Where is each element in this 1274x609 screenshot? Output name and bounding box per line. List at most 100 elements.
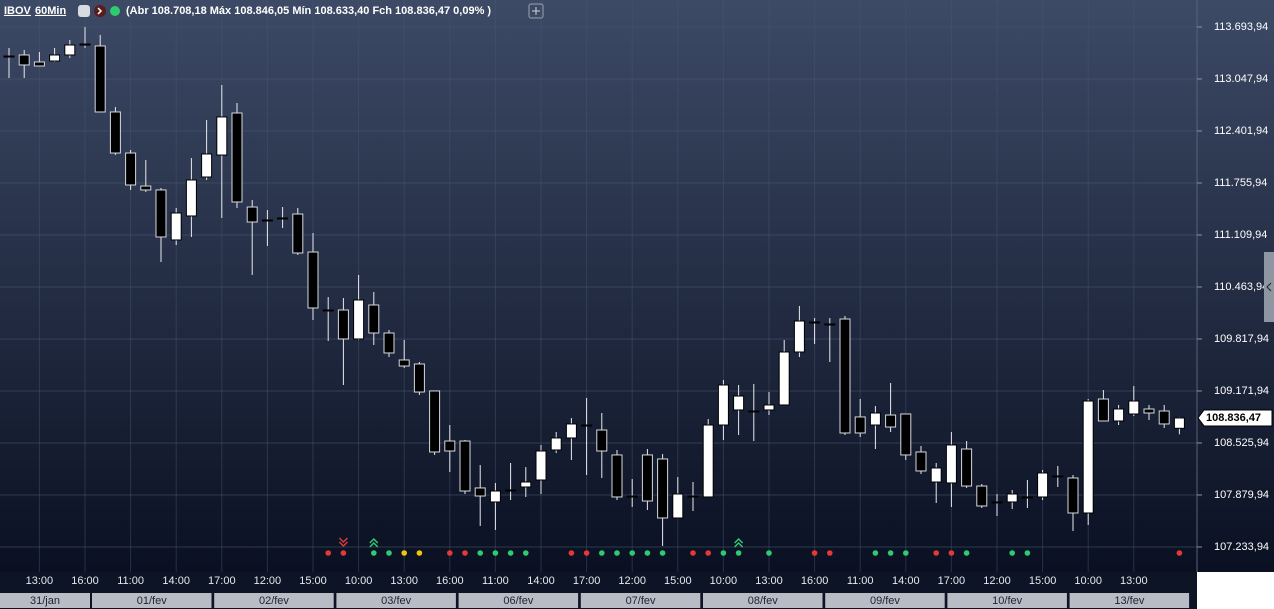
settings-icon[interactable] [78, 5, 90, 17]
candle-body [824, 323, 836, 326]
date-label: 01/fev [137, 595, 167, 607]
y-tick-label: 111.755,94 [1214, 177, 1267, 189]
candle-body [976, 485, 988, 507]
candle-body [398, 359, 410, 367]
signal-dot [690, 550, 696, 556]
date-label: 09/fev [870, 595, 900, 607]
candle-body [413, 363, 425, 393]
candle-body [368, 304, 380, 334]
y-tick-label: 112.401,94 [1214, 125, 1268, 137]
candle-body [687, 495, 699, 498]
y-tick-label: 108.525,94 [1214, 437, 1269, 449]
candle-body [444, 440, 456, 452]
candle-body [641, 454, 653, 502]
add-glyph [532, 7, 540, 15]
interval[interactable]: 60Min [35, 5, 66, 17]
x-tick-label: 15:00 [299, 575, 327, 587]
date-band [947, 593, 1067, 608]
x-tick-label: 15:00 [1029, 575, 1057, 587]
candle-body [915, 451, 927, 472]
signal-dot [568, 550, 575, 556]
candle-body [1158, 410, 1170, 425]
signal-dot [523, 550, 529, 556]
candle-body [322, 309, 334, 312]
signal-dot [401, 550, 408, 556]
symbol[interactable]: IBOV [4, 5, 32, 17]
x-tick-label: 17:00 [208, 575, 236, 587]
candle-body [869, 412, 881, 426]
signal-dot [507, 550, 514, 556]
candle-body [1082, 400, 1094, 514]
candle-body [520, 481, 532, 488]
candle-body [140, 185, 152, 191]
last-price-label: 108.836,47 [1206, 412, 1261, 424]
candle-body [1173, 417, 1185, 429]
side-handle[interactable] [1264, 252, 1274, 322]
candle-body [307, 251, 319, 309]
signal-dot [1024, 550, 1031, 556]
candle-body [778, 351, 790, 406]
header: IBOV 60Min (Abr 108.708,18 Máx 108.846,0… [4, 3, 544, 19]
signal-dot [325, 550, 332, 556]
candle-body [201, 153, 213, 178]
y-tick-label: 110.463,94 [1214, 281, 1268, 293]
signal-dot [827, 550, 833, 556]
signal-dot [735, 550, 742, 556]
candle-body [1113, 408, 1125, 422]
candle-body [155, 189, 167, 238]
last-price-tag [1197, 409, 1273, 427]
signal-dot [583, 550, 590, 556]
signal-dot [599, 550, 605, 556]
y-tick-label: 113.047,94 [1214, 73, 1268, 85]
candle-body [581, 424, 593, 427]
signal-dot [933, 550, 939, 556]
signal-dot [477, 550, 484, 556]
y-tick-label: 111.109,94 [1214, 229, 1267, 241]
candle-body [885, 414, 897, 428]
signal-dot [447, 550, 453, 556]
x-tick-label: 12:00 [254, 575, 282, 587]
x-tick-label: 13:00 [390, 575, 418, 587]
signal-dot [416, 550, 423, 556]
signal-dot [644, 550, 651, 556]
add-button[interactable] [528, 3, 544, 19]
candle-body [337, 309, 349, 340]
signal-arrow [734, 538, 744, 548]
ohlc-summary: (Abr 108.708,18 Máx 108.846,05 Mín 108.6… [126, 5, 491, 17]
candle-body [170, 212, 182, 241]
corner [1197, 572, 1274, 609]
candle-body [246, 206, 258, 223]
signal-dot [462, 550, 468, 556]
signal-dot [659, 550, 666, 556]
x-tick-label: 16:00 [801, 575, 829, 587]
y-tick-label: 107.233,94 [1214, 541, 1269, 553]
candle-body [185, 179, 197, 217]
signal-dot [887, 550, 894, 556]
candle-body [49, 54, 61, 62]
signal-dot [492, 550, 499, 556]
x-tick-label: 17:00 [573, 575, 601, 587]
x-tick-label: 14:00 [162, 575, 190, 587]
signal-dot [386, 550, 392, 556]
x-tick-label: 11:00 [847, 575, 874, 587]
x-tick-label: 10:00 [345, 575, 373, 587]
x-tick-label: 11:00 [482, 575, 509, 587]
candle-body [33, 61, 45, 67]
candle-body [991, 501, 1003, 504]
signal-dot [340, 550, 347, 556]
x-tick-label: 13:00 [26, 575, 54, 587]
side-handle-icon [1266, 282, 1272, 292]
candle-body [565, 423, 577, 439]
candle-body [763, 404, 775, 411]
marks: 108.836,47 [3, 26, 1273, 556]
date-band [336, 593, 456, 608]
date-label: 08/fev [748, 595, 778, 607]
candle-body [854, 416, 866, 434]
x-tick-label: 13:00 [755, 575, 783, 587]
x-tick-label: 12:00 [983, 575, 1011, 587]
x-tick-label: 10:00 [1074, 575, 1102, 587]
date-band [825, 593, 945, 608]
x-tick-label: 15:00 [664, 575, 692, 587]
